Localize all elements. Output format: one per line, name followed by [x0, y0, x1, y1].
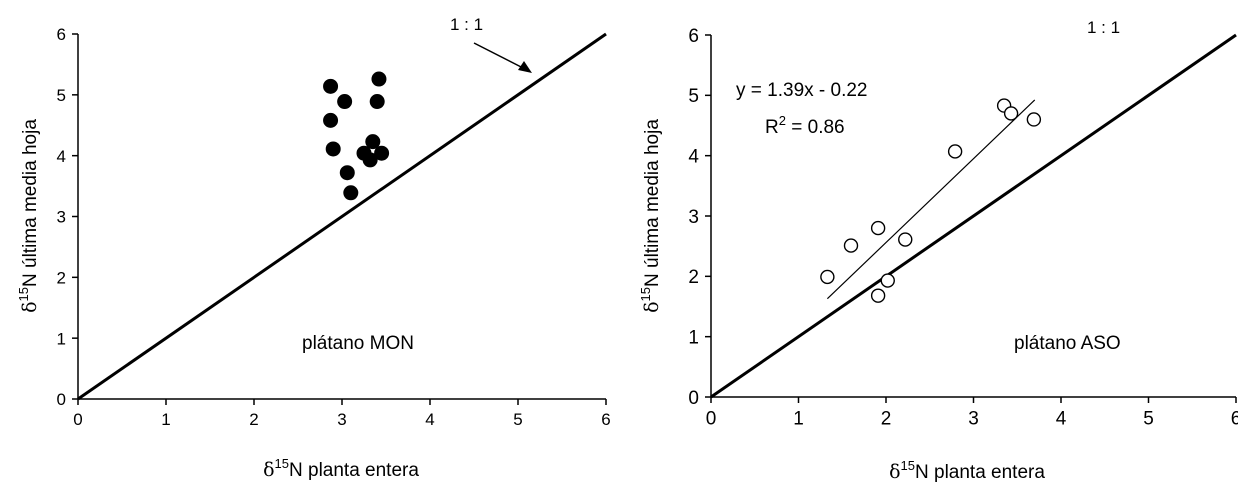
x-tick-label: 3	[337, 410, 346, 429]
one-to-one-line	[710, 33, 1237, 399]
data-point	[325, 141, 341, 157]
y-tick-label: 6	[57, 25, 66, 44]
y-axis-label-delta: δ	[19, 301, 41, 312]
data-point	[880, 273, 895, 288]
data-point	[898, 232, 913, 247]
x-axis-label: δ15N planta entera	[889, 458, 1045, 483]
x-tick-label: 1	[793, 408, 804, 429]
x-tick-label: 6	[601, 410, 610, 429]
regression-equation: y = 1.39x - 0.22	[736, 80, 868, 101]
x-axis-label-delta: δ	[263, 459, 274, 481]
one-to-one-label: 1 : 1	[450, 15, 483, 34]
data-point	[1003, 106, 1019, 121]
y-axis-label-text: N última media hoja	[20, 119, 41, 287]
y-tick-label: 6	[688, 26, 699, 47]
y-tick-label: 4	[57, 147, 66, 166]
x-axis-ticks: 0 1 2 3 4 5 6	[706, 397, 1238, 429]
data-point	[365, 134, 381, 150]
x-tick-label: 5	[513, 410, 522, 429]
panel-annotation: plátano ASO	[1014, 333, 1121, 354]
y-tick-label: 0	[688, 388, 699, 409]
one-to-one-label: 1 : 1	[1087, 18, 1120, 37]
x-tick-label: 0	[73, 410, 82, 429]
x-axis-label-sup: 15	[901, 458, 915, 473]
x-tick-label: 2	[881, 408, 892, 429]
data-point	[323, 78, 339, 94]
r-squared-value: = 0.86	[786, 117, 845, 138]
data-point	[870, 220, 886, 236]
chart-aso: 0 1 2 3 4 5 6 0 1 2 3 4 5 6 1 : 1 y = 1.39x - 0.22 R…	[638, 18, 1238, 483]
y-axis-label: δ15N última media hoja	[638, 119, 663, 313]
r-squared-prefix: R	[765, 117, 779, 138]
y-axis-label-text: N última media hoja	[642, 119, 663, 287]
one-to-one-arrow	[473, 42, 528, 71]
y-tick-label: 5	[688, 86, 699, 107]
x-tick-label: 5	[1143, 408, 1154, 429]
r-squared-sup: 2	[779, 113, 786, 128]
y-axis-label-delta: δ	[641, 301, 663, 312]
x-tick-label: 4	[1056, 408, 1067, 429]
x-axis-label-sup: 15	[275, 456, 289, 471]
data-point	[374, 145, 390, 161]
data-point	[343, 185, 359, 201]
x-tick-label: 4	[425, 410, 434, 429]
y-tick-label: 2	[688, 267, 699, 288]
data-point	[820, 269, 835, 285]
one-to-one-line	[77, 32, 607, 401]
x-axis-label: δ15N planta entera	[263, 456, 419, 481]
y-tick-label: 3	[57, 208, 66, 227]
x-tick-label: 0	[706, 408, 717, 429]
data-points	[323, 71, 390, 201]
data-point	[1026, 112, 1042, 127]
x-tick-label: 1	[161, 410, 170, 429]
data-point	[337, 94, 353, 110]
arrow-head	[518, 61, 532, 73]
y-axis-label: δ15N última media hoja	[16, 119, 41, 313]
y-axis-ticks: 0 1 2 3 4 5 6	[688, 26, 711, 409]
x-axis-label-delta: δ	[889, 461, 900, 483]
data-point	[843, 238, 859, 253]
x-axis-label-text: N planta entera	[289, 460, 419, 481]
data-point	[369, 94, 385, 110]
regression-line	[826, 99, 1036, 300]
y-tick-label: 0	[57, 390, 66, 409]
r-squared-label: R2 = 0.86	[765, 113, 845, 138]
data-point	[362, 152, 378, 168]
data-point	[870, 288, 886, 303]
data-point	[947, 144, 963, 159]
y-tick-label: 1	[57, 329, 66, 348]
y-axis-ticks: 0 1 2 3 4 5 6	[57, 25, 78, 409]
y-tick-label: 2	[57, 268, 66, 287]
y-tick-label: 5	[57, 86, 66, 105]
x-tick-label: 6	[1231, 408, 1238, 429]
panel-annotation: plátano MON	[302, 333, 414, 354]
y-tick-label: 1	[688, 328, 699, 349]
data-point	[323, 112, 339, 128]
y-axis-label-sup: 15	[16, 287, 31, 301]
data-point	[371, 71, 387, 87]
y-axis-label-sup: 15	[638, 287, 653, 301]
x-axis-ticks: 0 1 2 3 4 5 6	[73, 399, 611, 429]
y-tick-label: 3	[688, 207, 699, 228]
x-tick-label: 3	[968, 408, 979, 429]
x-axis-label-text: N planta entera	[915, 462, 1045, 483]
data-point	[339, 165, 355, 181]
x-tick-label: 2	[249, 410, 258, 429]
y-tick-label: 4	[688, 147, 699, 168]
data-points	[820, 98, 1042, 303]
